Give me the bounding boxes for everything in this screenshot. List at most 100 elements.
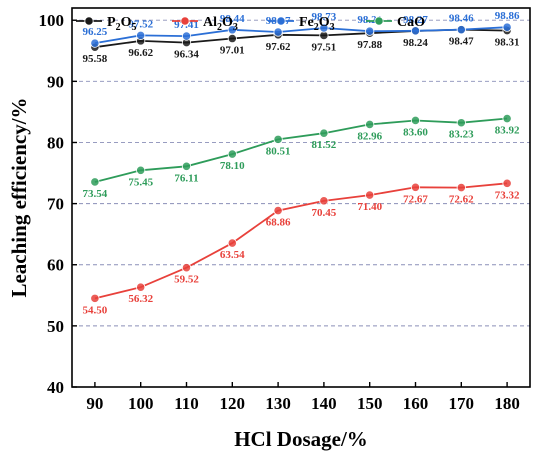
point-al2o3-100	[136, 282, 146, 292]
point-cao-180	[502, 113, 512, 124]
data-label-al2o3-170: 72.62	[449, 194, 474, 206]
point-fe2o3-130	[273, 27, 283, 37]
point-al2o3-140	[319, 196, 329, 206]
series-line-al2o3	[94, 182, 508, 300]
x-tick-label-170: 170	[449, 394, 475, 413]
data-label-al2o3-120: 63.54	[220, 249, 245, 261]
data-label-p2o5-160: 98.24	[403, 37, 428, 49]
y-tick-label-80: 80	[47, 133, 64, 152]
x-tick-label-140: 140	[311, 394, 337, 413]
data-label-cao-160: 83.60	[403, 126, 428, 138]
point-fe2o3-100	[136, 30, 146, 40]
legend-marker-cao	[374, 16, 384, 26]
point-cao-90	[90, 177, 100, 187]
y-tick-label-70: 70	[47, 195, 64, 214]
data-label-p2o5-110: 96.34	[174, 49, 199, 61]
data-label-al2o3-90: 54.50	[83, 304, 108, 316]
x-tick-label-130: 130	[265, 394, 291, 413]
data-label-fe2o3-100: 97.52	[128, 18, 153, 30]
data-label-cao-90: 73.54	[83, 188, 108, 200]
data-label-fe2o3-120: 98.44	[220, 13, 245, 25]
point-al2o3-170	[456, 182, 466, 193]
data-label-al2o3-180: 73.32	[495, 189, 520, 201]
data-label-al2o3-140: 70.45	[312, 207, 337, 219]
data-label-p2o5-130: 97.62	[266, 41, 291, 53]
data-label-fe2o3-140: 98.73	[312, 11, 337, 23]
axis-ticks: 40 50 60 70 80 90 100 90 100 110 120 130 140 150 160 17…	[39, 11, 520, 413]
data-label-al2o3-100: 56.32	[128, 293, 153, 305]
point-al2o3-120	[227, 238, 237, 248]
point-al2o3-150	[365, 190, 375, 200]
point-cao-100	[136, 165, 146, 175]
y-tick-label-40: 40	[47, 378, 64, 397]
data-label-cao-130: 80.51	[266, 145, 291, 157]
data-labels: 95.58 96.62 96.34 97.01 97.62 97.51 97.88 98.24…	[83, 10, 520, 316]
legend-label-fe2o3: Fe2O3	[299, 15, 335, 33]
series-line-cao	[94, 117, 508, 183]
point-cao-170	[456, 118, 466, 128]
data-label-cao-120: 78.10	[220, 160, 245, 172]
legend-marker-p2o5	[84, 16, 94, 26]
data-label-al2o3-160: 72.67	[403, 193, 428, 205]
point-fe2o3-90	[90, 38, 100, 48]
data-label-cao-150: 82.96	[357, 130, 382, 142]
point-al2o3-130	[273, 205, 283, 216]
legend-marker-al2o3	[180, 16, 190, 26]
legend-label-al2o3: Al2O3	[203, 15, 238, 33]
point-cao-160	[410, 115, 421, 126]
y-tick-label-90: 90	[47, 72, 64, 91]
point-cao-130	[273, 134, 283, 144]
legend-label-cao: CaO	[397, 15, 425, 30]
data-label-p2o5-150: 97.88	[357, 39, 382, 51]
point-fe2o3-110	[181, 31, 192, 41]
point-fe2o3-140	[319, 23, 329, 33]
point-fe2o3-160	[410, 26, 421, 36]
x-tick-label-110: 110	[174, 394, 199, 413]
data-label-fe2o3-160: 98.27	[403, 14, 428, 26]
data-label-p2o5-120: 97.01	[220, 45, 245, 57]
data-label-al2o3-130: 68.86	[266, 217, 291, 229]
x-tick-label-100: 100	[128, 394, 154, 413]
legend-marker-fe2o3	[276, 16, 286, 26]
data-label-cao-110: 76.11	[174, 172, 198, 184]
point-fe2o3-150	[365, 26, 375, 36]
y-tick-label-60: 60	[47, 256, 64, 275]
x-tick-label-160: 160	[403, 394, 429, 413]
plot-frame	[71, 7, 531, 388]
point-al2o3-180	[502, 178, 512, 188]
series-layer	[90, 22, 512, 303]
point-fe2o3-170	[456, 25, 466, 35]
data-label-p2o5-100: 96.62	[128, 47, 153, 59]
point-al2o3-110	[181, 263, 192, 273]
x-axis-title: HCl Dosage/%	[234, 427, 368, 451]
y-tick-label-50: 50	[47, 317, 64, 336]
data-label-cao-140: 81.52	[312, 139, 337, 151]
point-cao-120	[227, 149, 237, 159]
x-tick-label-150: 150	[357, 394, 383, 413]
point-al2o3-160	[410, 182, 421, 192]
data-label-cao-170: 83.23	[449, 129, 474, 141]
x-tick-label-90: 90	[86, 394, 103, 413]
series-line-fe2o3	[94, 26, 508, 44]
point-al2o3-90	[90, 293, 100, 303]
point-fe2o3-180	[502, 22, 512, 32]
data-label-fe2o3-90: 96.25	[83, 26, 108, 38]
gridlines	[72, 19, 530, 327]
data-label-cao-100: 75.45	[128, 176, 153, 188]
point-fe2o3-120	[227, 25, 237, 35]
data-label-fe2o3-170: 98.46	[449, 13, 474, 25]
data-label-p2o5-180: 98.31	[495, 37, 520, 49]
data-label-p2o5-90: 95.58	[83, 53, 108, 65]
x-tick-label-120: 120	[220, 394, 246, 413]
data-label-cao-180: 83.92	[495, 125, 520, 137]
y-tick-label-100: 100	[39, 11, 65, 30]
data-label-al2o3-150: 71.40	[357, 201, 382, 213]
legend: P2O5 Al2O3 Fe2O3 CaO	[76, 15, 425, 33]
data-label-p2o5-170: 98.47	[449, 36, 474, 48]
series-line-p2o5	[94, 28, 508, 49]
point-cao-110	[181, 161, 192, 171]
data-label-p2o5-140: 97.51	[312, 41, 337, 53]
x-tick-label-180: 180	[494, 394, 520, 413]
point-cao-150	[365, 119, 375, 129]
